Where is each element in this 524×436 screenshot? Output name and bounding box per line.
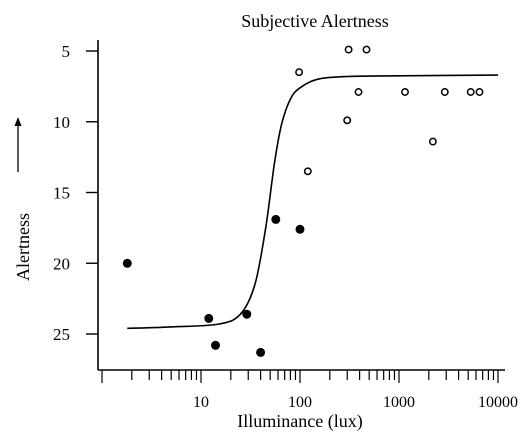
x-axis-label: Illuminance (lux): [237, 411, 362, 432]
y-tick-label: 20: [53, 254, 70, 273]
filled-point-4: [256, 347, 266, 357]
x-tick-label: 10000: [478, 394, 518, 411]
x-tick-label: 10: [193, 394, 209, 411]
open-point-7: [428, 137, 437, 146]
open-point-4: [354, 88, 363, 96]
open-point-0: [295, 68, 304, 77]
filled-point-5: [271, 214, 281, 224]
y-tick-label: 15: [53, 184, 70, 203]
y-axis-label: Alertness: [13, 213, 33, 281]
open-point-9: [466, 88, 475, 96]
open-point-6: [401, 88, 409, 96]
x-tick-label: 1000: [383, 394, 415, 411]
open-point-5: [362, 45, 371, 54]
filled-point-1: [204, 313, 214, 323]
fit-curve-layer: [127, 74, 499, 330]
open-point-3: [344, 45, 353, 54]
x-tick-label: 100: [288, 394, 312, 411]
open-point-10: [475, 88, 484, 96]
chart-title: Subjective Alertness: [241, 11, 388, 31]
filled-point-0: [122, 258, 132, 268]
x-ticks: 10 100 1000 10000: [101, 370, 518, 411]
y-tick-label: 25: [53, 325, 70, 344]
y-ticks: 5 10 15 20 25: [53, 42, 98, 344]
axes: [97, 40, 505, 371]
open-point-1: [303, 167, 312, 176]
y-tick-label: 5: [62, 42, 71, 61]
y-axis-arrow-icon: [14, 117, 22, 172]
points-layer: [122, 45, 484, 357]
open-point-8: [440, 88, 449, 96]
filled-point-2: [211, 340, 220, 350]
sigmoid-fit-line: [127, 74, 499, 330]
open-point-2: [343, 116, 352, 125]
filled-point-3: [242, 309, 252, 319]
y-tick-label: 10: [53, 113, 70, 132]
filled-point-6: [295, 224, 305, 234]
